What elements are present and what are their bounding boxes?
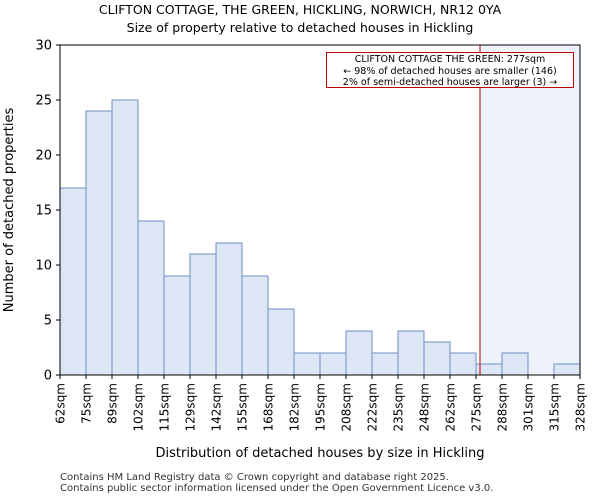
- x-tick-label: 195sqm: [314, 383, 328, 431]
- bar-115sqm: [163, 275, 191, 376]
- x-tick-label: 75sqm: [80, 383, 94, 424]
- x-tick-label: 262sqm: [444, 383, 458, 431]
- x-tick-label: 89sqm: [106, 383, 120, 424]
- footer-licence: Contains public sector information licen…: [60, 483, 494, 494]
- annotation-line-3: 2% of semi-detached houses are larger (3…: [342, 77, 558, 88]
- x-tick-label: 288sqm: [496, 383, 510, 431]
- x-tick-label: 155sqm: [236, 383, 250, 431]
- bar-102sqm: [137, 220, 165, 376]
- bar-315sqm: [553, 363, 581, 376]
- highlight-region: [480, 45, 580, 375]
- x-tick-label: 222sqm: [366, 383, 380, 431]
- annotation-line-1: CLIFTON COTTAGE THE GREEN: 277sqm: [354, 54, 546, 65]
- bar-142sqm: [215, 242, 243, 376]
- x-tick-label: 275sqm: [470, 383, 484, 431]
- x-tick-label: 182sqm: [288, 383, 302, 431]
- x-axis-label: Distribution of detached houses by size …: [155, 446, 484, 461]
- y-tick-label: 5: [44, 314, 52, 329]
- y-tick-label: 10: [35, 259, 52, 274]
- x-tick-label: 328sqm: [574, 383, 588, 431]
- bar-235sqm: [397, 330, 425, 376]
- y-tick-label: 0: [44, 369, 52, 384]
- y-tick-label: 15: [35, 204, 52, 219]
- footer-copyright: Contains HM Land Registry data © Crown c…: [60, 472, 449, 483]
- chart-subtitle: Size of property relative to detached ho…: [126, 20, 474, 35]
- y-axis-label: Number of detached properties: [2, 108, 17, 313]
- x-tick-label: 235sqm: [392, 383, 406, 431]
- y-tick-label: 25: [35, 94, 52, 109]
- bar-75sqm: [85, 110, 113, 376]
- bar-195sqm: [319, 352, 347, 376]
- x-tick-label: 129sqm: [184, 383, 198, 431]
- y-tick-label: 20: [35, 149, 52, 164]
- x-tick-label: 102sqm: [132, 383, 146, 431]
- bar-288sqm: [501, 352, 529, 376]
- bar-62sqm: [59, 187, 87, 376]
- x-tick-label: 248sqm: [418, 383, 432, 431]
- bar-89sqm: [111, 99, 139, 376]
- bar-208sqm: [345, 330, 373, 376]
- x-tick-label: 168sqm: [262, 383, 276, 431]
- bar-222sqm: [371, 352, 399, 376]
- bar-262sqm: [449, 352, 477, 376]
- x-tick-label: 301sqm: [522, 383, 536, 431]
- annotation-line-2: ← 98% of detached houses are smaller (14…: [343, 65, 557, 77]
- bar-248sqm: [423, 341, 451, 376]
- x-tick-label: 315sqm: [548, 383, 562, 431]
- property-annotation-box: CLIFTON COTTAGE THE GREEN: 277sqm ← 98% …: [326, 52, 574, 88]
- bar-182sqm: [293, 352, 321, 376]
- chart-title: CLIFTON COTTAGE, THE GREEN, HICKLING, NO…: [98, 2, 502, 17]
- bar-129sqm: [189, 253, 217, 376]
- bar-155sqm: [241, 275, 269, 376]
- y-tick-label: 30: [35, 39, 52, 54]
- bar-168sqm: [267, 308, 295, 376]
- x-tick-label: 208sqm: [340, 383, 354, 431]
- x-tick-label: 115sqm: [158, 383, 172, 431]
- x-tick-label: 62sqm: [54, 383, 68, 424]
- x-tick-label: 142sqm: [210, 383, 224, 431]
